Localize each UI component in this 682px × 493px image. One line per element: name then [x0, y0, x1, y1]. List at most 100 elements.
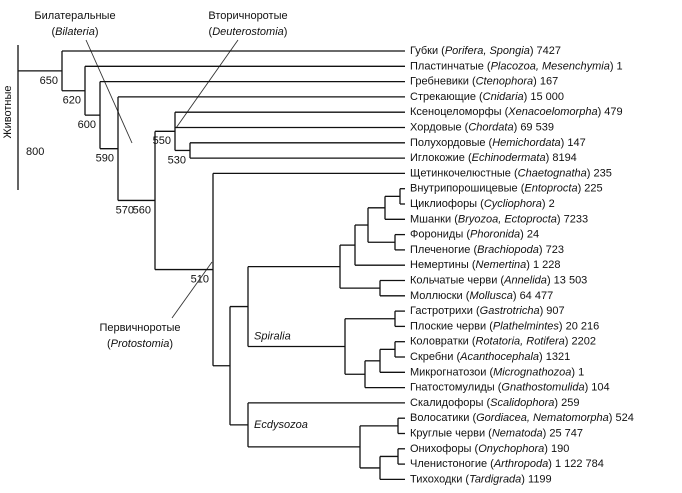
latin-name: Rotatoria, Rotifera — [476, 336, 565, 348]
latin-name: Onychophora — [478, 443, 544, 455]
annotation-part: ) — [284, 26, 288, 38]
taxon-label: Щетинкочелюстные (Chaetognatha) 235 — [410, 167, 612, 179]
node-age: 650 — [40, 75, 58, 87]
taxon-text: Пластинчатые ( — [410, 60, 491, 72]
taxon-text: Скребни ( — [410, 351, 460, 363]
taxon-text: ) 479 — [598, 106, 623, 118]
taxon-text: ) 259 — [554, 397, 579, 409]
latin-name: Cnidaria — [483, 91, 524, 103]
latin-name: Echinodermata — [472, 152, 546, 164]
taxon-text: Плоские черви ( — [410, 320, 493, 332]
taxon-text: Циклиофоры ( — [410, 198, 484, 210]
latin-name: Gastrotricha — [480, 305, 540, 317]
latin-name: Chordata — [468, 121, 513, 133]
taxon-text: Коловратки ( — [410, 336, 476, 348]
taxon-label: Немертины (Nemertina) 1 228 — [410, 259, 561, 271]
taxon-text: Гребневики ( — [410, 76, 476, 88]
taxon-label: Пластинчатые (Placozoa, Mesenchymia) 1 — [410, 60, 623, 72]
leader-line — [171, 261, 213, 319]
taxon-text: ) 64 477 — [513, 290, 553, 302]
taxon-text: Немертины ( — [410, 259, 476, 271]
latin-name: Cycliophora — [484, 198, 542, 210]
latin-name: Hemichordata — [492, 137, 560, 149]
node-age: 570 — [116, 204, 134, 216]
taxon-text: ) 225 — [578, 183, 603, 195]
kingdom-label: Животные — [2, 85, 14, 138]
taxon-text: Иглокожие ( — [410, 152, 472, 164]
taxon-text: ) 24 — [520, 229, 539, 241]
annotation-part: ( — [107, 338, 111, 350]
taxon-label: Плеченогие (Brachiopoda) 723 — [410, 244, 564, 256]
annotation-part: Protostomia — [111, 338, 170, 350]
taxon-label: Гребневики (Ctenophora) 167 — [410, 76, 558, 88]
taxon-text: Тихоходки ( — [410, 473, 469, 485]
annotation: (Deuterostomia) — [209, 26, 288, 38]
latin-name: Xenacoelomorpha — [507, 106, 597, 118]
taxon-text: Моллюски ( — [410, 290, 470, 302]
taxon-text: Плеченогие ( — [410, 244, 477, 256]
node-age: 620 — [63, 95, 81, 107]
latin-name: Placozoa, Mesenchymia — [491, 60, 610, 72]
latin-name: Mollusca — [469, 290, 512, 302]
taxon-text: ) 7427 — [530, 45, 561, 57]
taxon-text: ) 1199 — [521, 473, 551, 485]
latin-name: Tardigrada — [469, 473, 521, 485]
taxon-text: ) 147 — [561, 137, 586, 149]
taxon-text: ) 104 — [585, 382, 610, 394]
taxon-text: Хордовые ( — [410, 121, 469, 133]
annotation: (Protostomia) — [107, 338, 173, 350]
latin-name: Plathelmintes — [493, 320, 560, 332]
annotation: Первичноротые — [99, 322, 180, 334]
node-age: 550 — [153, 135, 171, 147]
taxon-text: ) 723 — [539, 244, 564, 256]
taxon-label: Гастротрихи (Gastrotricha) 907 — [410, 305, 565, 317]
taxon-text: ) 20 216 — [559, 320, 599, 332]
taxon-text: Кольчатые черви ( — [410, 274, 504, 286]
annotation-part: Билатеральные — [34, 10, 115, 22]
taxon-text: ) 190 — [544, 443, 569, 455]
latin-name: Scalidophora — [490, 397, 554, 409]
taxon-text: Щетинкочелюстные ( — [410, 167, 518, 179]
latin-name: Gordiacea, Nematomorpha — [476, 412, 609, 424]
latin-name: Gnathostomulida — [501, 382, 584, 394]
taxon-text: ) 167 — [533, 76, 558, 88]
latin-name: Nematoda — [492, 427, 543, 439]
taxon-label: Скалидофоры (Scalidophora) 259 — [410, 397, 579, 409]
annotation-part: Вторичноротые — [208, 10, 287, 22]
latin-name: Brachiopoda — [477, 244, 539, 256]
taxon-label: Мшанки (Bryozoa, Ectoprocta) 7233 — [410, 213, 588, 225]
taxon-text: Стрекающие ( — [410, 91, 483, 103]
latin-name: Arthropoda — [493, 458, 548, 470]
latin-name: Micrognathozoa — [493, 366, 571, 378]
taxon-label: Губки (Porifera, Spongia) 7427 — [410, 45, 561, 57]
taxon-text: Круглые черви ( — [410, 427, 492, 439]
taxon-label: Иглокожие (Echinodermata) 8194 — [410, 152, 577, 164]
taxon-text: ) 15 000 — [524, 91, 564, 103]
clade-label: Spiralia — [254, 330, 291, 342]
taxon-text: Губки ( — [410, 45, 445, 57]
taxon-label: Ксеноцеломорфы (Xenacoelomorpha) 479 — [410, 106, 623, 118]
latin-name: Porifera, Spongia — [445, 45, 530, 57]
node-age: 510 — [191, 273, 209, 285]
taxon-text: Гнатостомулиды ( — [410, 382, 502, 394]
taxon-label: Форониды (Phoronida) 24 — [410, 229, 539, 241]
node-age: 590 — [96, 153, 114, 165]
taxon-label: Гнатостомулиды (Gnathostomulida) 104 — [410, 382, 610, 394]
taxon-text: ) 1 — [571, 366, 584, 378]
latin-name: Phoronida — [470, 229, 520, 241]
annotation-part: Первичноротые — [99, 322, 180, 334]
taxon-label: Волосатики (Gordiacea, Nematomorpha) 524 — [410, 412, 634, 424]
taxon-label: Хордовые (Chordata) 69 539 — [410, 121, 554, 133]
taxon-text: Мшанки ( — [410, 213, 458, 225]
taxon-label: Внутрипорошицевые (Entoprocta) 225 — [410, 183, 603, 195]
taxon-text: ) 1 122 784 — [548, 458, 604, 470]
taxon-text: ) 1 — [610, 60, 623, 72]
taxon-text: Волосатики ( — [410, 412, 476, 424]
taxon-label: Скребни (Acanthocephala) 1321 — [410, 351, 570, 363]
taxon-label: Круглые черви (Nematoda) 25 747 — [410, 427, 583, 439]
taxon-text: ) 8194 — [546, 152, 577, 164]
taxon-label: Тихоходки (Tardigrada) 1199 — [410, 473, 552, 485]
annotation: (Bilateria) — [51, 26, 98, 38]
taxon-label: Онихофоры (Onychophora) 190 — [410, 443, 569, 455]
